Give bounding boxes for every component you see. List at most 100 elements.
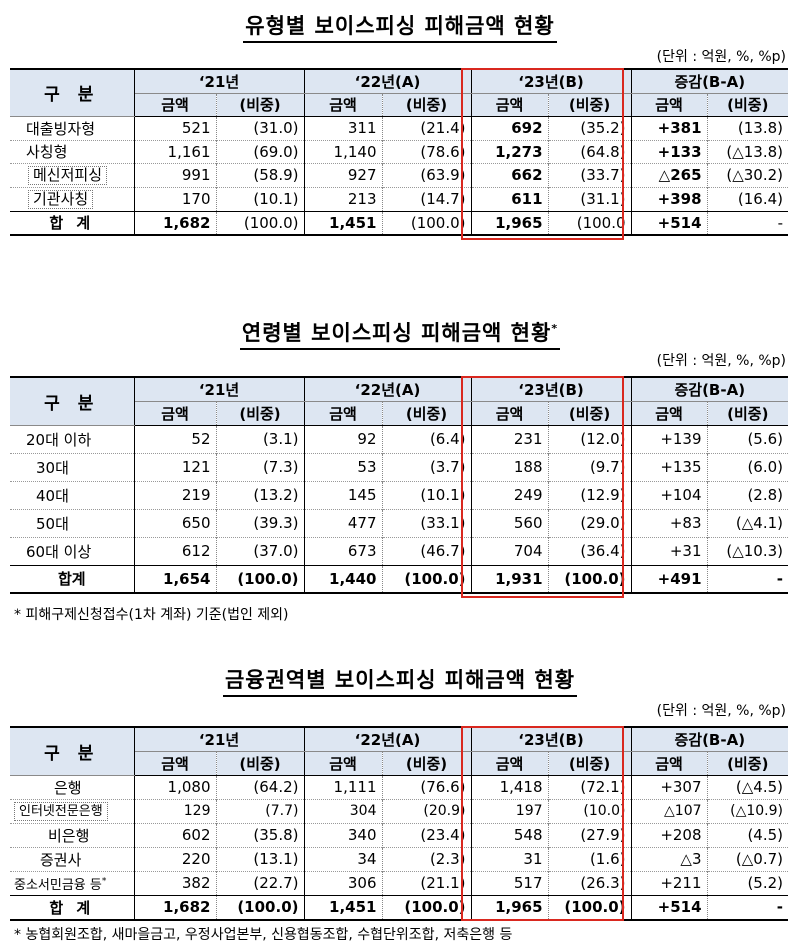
row-label: 40대 [10, 481, 135, 509]
cell: 1,451 [303, 211, 382, 235]
total-row: 합 계 1,682 (100.0) 1,451 (100.0) 1,965 (1… [10, 895, 789, 920]
cell: (100.0) [215, 211, 304, 235]
table3-note: * 농협회원조합, 새마을금고, 우정사업본부, 신용협동조합, 수협단위조합,… [14, 927, 513, 943]
header-2023: ‘23년(B) [470, 377, 632, 402]
header-gubun: 구 분 [10, 69, 135, 117]
cell: 650 [181, 514, 211, 532]
cell: 1,440 [303, 565, 382, 593]
cell: (64.8) [547, 140, 632, 163]
cell: △3 [630, 847, 708, 871]
cell: (31.1) [547, 187, 632, 211]
cell: (△30.2) [706, 163, 789, 187]
cell: 477 [303, 509, 382, 537]
cell: (100.0) [215, 565, 304, 593]
cell: - [706, 895, 789, 920]
cell: (63.9) [381, 163, 472, 187]
row-label: 비은행 [10, 823, 135, 847]
cell: (58.9) [215, 163, 304, 187]
cell: 927 [303, 163, 382, 187]
cell: (9.7) [547, 453, 632, 481]
cell: 231 [470, 425, 549, 453]
header-amount: 금액 [303, 751, 382, 776]
table2-title: 연령별 보이스피싱 피해금액 현황* [0, 317, 800, 350]
table2-note: * 피해구제신청접수(1차 계좌) 기준(법인 제외) [14, 607, 289, 623]
cell: 1,965 [470, 895, 549, 920]
total-label: 합계 [10, 565, 135, 593]
cell: 53 [303, 453, 382, 481]
cell: 517 [470, 871, 549, 895]
cell: (2.8) [706, 481, 789, 509]
table2: 구 분 ‘21년 ‘22년(A) ‘23년(B) 증감(B-A) 금액 (비중)… [10, 376, 789, 594]
cell: (72.1) [547, 775, 632, 799]
table3: 구 분 ‘21년 ‘22년(A) ‘23년(B) 증감(B-A) 금액 (비중)… [10, 726, 789, 921]
header-share: (비중) [215, 401, 304, 426]
table-row: 사칭형 1,161 (69.0) 1,140 (78.6) 1,273 (64.… [10, 140, 789, 163]
header-share: (비중) [381, 401, 472, 426]
header-gubun: 구 분 [10, 377, 135, 426]
cell: 1,161 [167, 142, 211, 161]
cell: 220 [181, 850, 211, 868]
header-2022: ‘22년(A) [303, 727, 472, 752]
cell: (36.4) [547, 537, 632, 565]
cell: +381 [630, 116, 708, 140]
header-share: (비중) [706, 751, 789, 776]
header-diff: 증감(B-A) [630, 69, 789, 94]
cell: (4.5) [706, 823, 789, 847]
header-share: (비중) [215, 93, 304, 117]
cell: 213 [303, 187, 382, 211]
header-share: (비중) [547, 751, 632, 776]
cell: 145 [303, 481, 382, 509]
cell: +135 [630, 453, 708, 481]
cell: (10.1) [381, 481, 472, 509]
cell: 382 [181, 874, 211, 892]
header-share: (비중) [547, 93, 632, 117]
table2-unit: (단위 : 억원, %, %p) [656, 353, 786, 369]
total-label: 합 계 [10, 211, 135, 235]
cell: +208 [630, 823, 708, 847]
header-2023: ‘23년(B) [470, 727, 632, 752]
table1: 구 분 ‘21년 ‘22년(A) ‘23년(B) 증감(B-A) 금액 (비중)… [10, 68, 789, 236]
table-row: 비은행 602 (35.8) 340 (23.4) 548 (27.9) +20… [10, 823, 789, 847]
header-2023: ‘23년(B) [470, 69, 632, 94]
cell: (12.0) [547, 425, 632, 453]
table-row: 메신저피싱 991 (58.9) 927 (63.9) 662 (33.7) △… [10, 163, 789, 187]
cell: +307 [630, 775, 708, 799]
cell: +398 [630, 187, 708, 211]
cell: 1,273 [470, 140, 549, 163]
header-share: (비중) [706, 401, 789, 426]
header-share: (비중) [706, 93, 789, 117]
cell: (27.9) [547, 823, 632, 847]
total-row: 합 계 1,682 (100.0) 1,451 (100.0) 1,965 (1… [10, 211, 789, 235]
cell: (64.2) [215, 775, 304, 799]
cell: (△13.8) [706, 140, 789, 163]
cell: 311 [303, 116, 382, 140]
cell: (7.3) [215, 453, 304, 481]
cell: - [706, 565, 789, 593]
table1-title: 유형별 보이스피싱 피해금액 현황 [0, 10, 800, 43]
cell: 1,682 [163, 213, 211, 232]
cell: (6.4) [381, 425, 472, 453]
cell: (23.4) [381, 823, 472, 847]
cell: 219 [181, 486, 211, 504]
row-label: 사칭형 [10, 140, 135, 163]
cell: +83 [630, 509, 708, 537]
cell: 1,654 [163, 569, 211, 588]
cell: 1,931 [470, 565, 549, 593]
header-amount: 금액 [470, 93, 549, 117]
header-amount: 금액 [630, 751, 708, 776]
cell: (3.7) [381, 453, 472, 481]
cell: +491 [630, 565, 708, 593]
header-2021: ‘21년 [134, 69, 304, 94]
cell: (3.1) [215, 425, 304, 453]
cell: (10.0) [547, 799, 632, 823]
cell: (100.0) [547, 565, 632, 593]
cell: (△4.5) [706, 775, 789, 799]
cell: 1,682 [163, 898, 211, 917]
cell: (6.0) [706, 453, 789, 481]
cell: 662 [470, 163, 549, 187]
cell: (100.0) [381, 211, 472, 235]
table-row: 대출빙자형 521 (31.0) 311 (21.4) 692 (35.2) +… [10, 116, 789, 140]
cell: (13.1) [215, 847, 304, 871]
row-label: 50대 [10, 509, 135, 537]
table-row: 증권사 220 (13.1) 34 (2.3) 31 (1.6) △3 (△0.… [10, 847, 789, 871]
